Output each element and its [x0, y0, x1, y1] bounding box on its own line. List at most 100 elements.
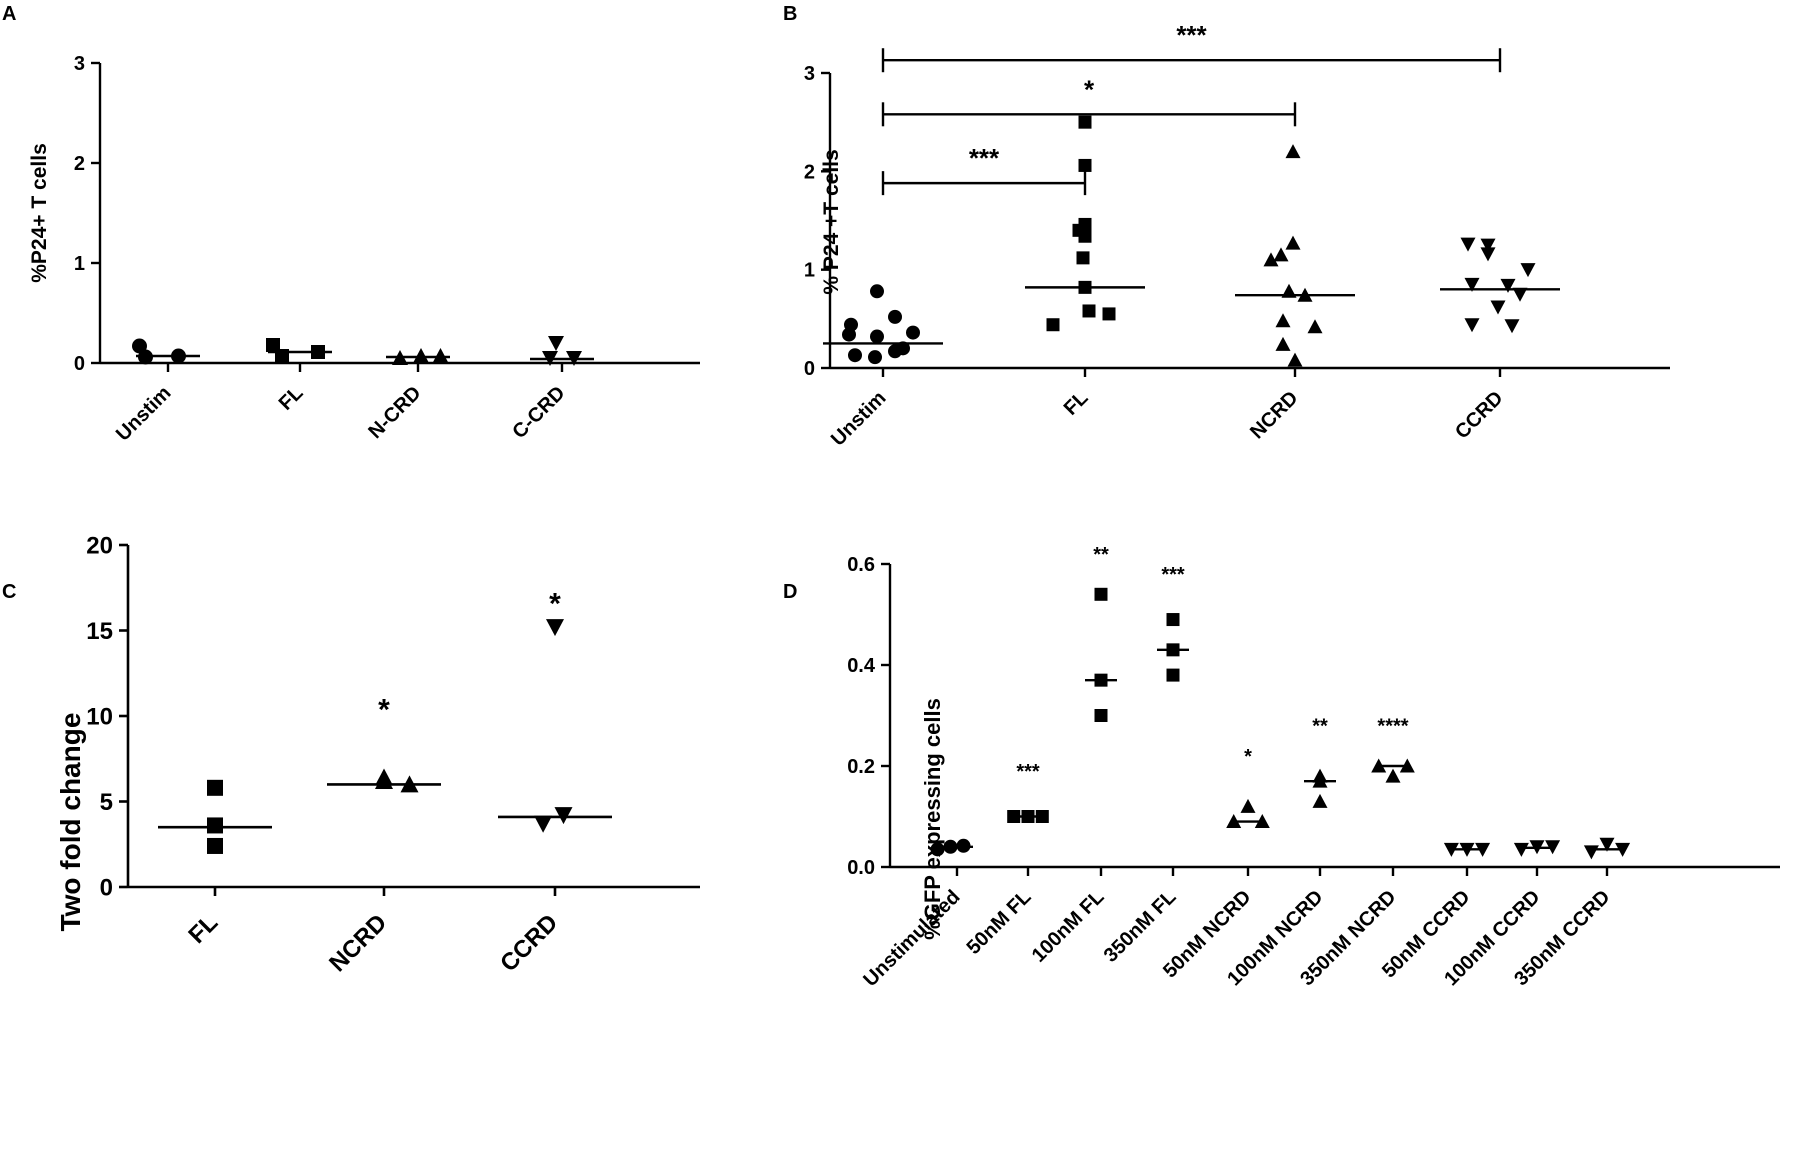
panel-a-x-tick-label: FL [275, 382, 308, 415]
panel-d-significance-stars: ** [1093, 544, 1109, 566]
panel-b-data-point [870, 329, 884, 344]
panel-b-data-point [1046, 318, 1060, 332]
panel-a-data-point [432, 348, 449, 363]
panel-b-data-point [1480, 247, 1496, 262]
panel-b-bracket-stars: *** [969, 143, 1000, 173]
panel-b-data-point [1076, 251, 1090, 265]
panel-d-x-tick-label: 50nM FL [963, 886, 1036, 959]
panel-d-data-point [1166, 668, 1180, 682]
panel-b-data-point [848, 348, 862, 363]
panel-a-y-tick-label: 1 [74, 253, 85, 275]
panel-d-y-tick-label: 0.6 [847, 554, 875, 576]
panel-b-data-point [1287, 352, 1303, 367]
panel-d-y-label: %GFP expressing cells [920, 698, 945, 940]
panel-b-data-point [1273, 247, 1289, 262]
panel-c-data-point [207, 837, 223, 854]
panel-b-data-point [1520, 263, 1536, 278]
panel-a-y-tick-label: 3 [74, 53, 85, 75]
panel-b-data-point [1464, 277, 1480, 292]
panel-b-data-point [1078, 158, 1092, 172]
panel-b-data-point [906, 325, 920, 340]
panel-a-data-point [548, 336, 564, 351]
panel-b-data-point [1285, 144, 1301, 159]
panel-c-data-point [534, 815, 553, 833]
panel-b-y-tick-label: 3 [804, 63, 815, 85]
panel-c-y-tick-label: 5 [100, 789, 113, 816]
panel-b-data-point [1078, 229, 1092, 243]
panel-d-data-point [1240, 798, 1256, 813]
panel-d-data-point [930, 842, 945, 857]
panel-b-data-point [888, 344, 902, 359]
panel-c-data-point [207, 817, 223, 834]
panel-c-y-tick-label: 20 [86, 532, 113, 559]
panel-a-x-tick-label: N-CRD [364, 382, 425, 443]
panel-c-significance-stars: * [549, 588, 561, 621]
panel-a-y-tick-label: 0 [74, 353, 85, 375]
panel-b-data-point [1102, 307, 1116, 321]
panel-c: C Two fold change 0 5 10 15 20 FL NCRD * CCRD * [2, 532, 700, 977]
panel-b-data-point [1504, 319, 1520, 334]
panel-b-y-tick-label: 0 [804, 358, 815, 380]
panel-a-y-tick-label: 2 [74, 153, 85, 175]
panel-b-data-point [1464, 318, 1480, 333]
panel-d-letter: D [783, 581, 797, 603]
panel-b-x-tick-label: FL [1060, 387, 1093, 420]
panel-d-significance-stars: *** [1016, 761, 1040, 783]
panel-b-data-point [1275, 336, 1291, 351]
panel-a-letter: A [2, 3, 16, 25]
panel-b-x-tick-label: NCRD [1246, 387, 1302, 443]
panel-b-x-tick-label: CCRD [1451, 387, 1507, 443]
panel-d-x-tick-label: Unstimulated [859, 886, 964, 991]
panel-b-data-point [1490, 300, 1506, 315]
panel-c-x-tick-label: CCRD [495, 909, 563, 977]
panel-b-data-point [1078, 115, 1092, 129]
panel-d-significance-stars: ** [1312, 716, 1328, 738]
panel-b-data-point [1082, 304, 1096, 318]
panel-b-data-point [1480, 238, 1496, 253]
panel-a-data-point [266, 338, 280, 352]
panel-d-data-point [1094, 587, 1108, 601]
panel-b-y-label: % P24 +T cells [820, 149, 843, 294]
panel-b-data-point [1460, 237, 1476, 252]
panel-d: D %GFP expressing cells 0.0 0.2 0.4 0.6 Unst… [783, 544, 1780, 991]
panel-d-y-tick-label: 0.2 [847, 756, 875, 778]
panel-b-data-point [1275, 313, 1291, 328]
panel-c-x-tick-label: FL [183, 909, 223, 949]
panel-d-data-point [1385, 768, 1401, 783]
panel-c-data-point [546, 619, 564, 637]
panel-d-y-tick-label: 0.4 [847, 655, 876, 677]
panel-b-data-point [870, 284, 884, 299]
panel-d-x-tick-label: 350nM FL [1100, 886, 1181, 967]
panel-b-x-tick-label: Unstim [827, 387, 890, 450]
panel-d-data-point [1583, 845, 1599, 860]
panel-b-data-point [1500, 278, 1516, 293]
panel-d-significance-stars: * [1244, 746, 1252, 768]
panel-c-significance-stars: * [378, 694, 390, 727]
panel-a-x-tick-label: Unstim [112, 382, 175, 445]
panel-c-data-point [375, 768, 393, 786]
panel-b-data-point [1307, 319, 1323, 334]
panel-b-y-tick-label: 2 [804, 161, 815, 183]
panel-b-bracket-stars: * [1084, 74, 1095, 104]
panel-b-letter: B [783, 3, 797, 25]
panel-b-data-point [888, 309, 902, 324]
panel-b-data-point [868, 350, 882, 365]
panel-b-y-tick-label: 1 [804, 260, 815, 282]
panel-b-data-point [1285, 235, 1301, 250]
panel-d-data-point [1166, 613, 1180, 627]
panel-c-y-tick-label: 15 [86, 618, 113, 645]
panel-a-x-tick-label: C-CRD [508, 382, 569, 443]
panel-a-y-label: %P24+ T cells [28, 143, 51, 283]
panel-d-data-point [1312, 793, 1328, 808]
panel-c-letter: C [2, 581, 16, 603]
panel-a-data-point [413, 348, 429, 363]
panel-c-y-label: Two fold change [55, 713, 86, 932]
panel-d-data-point [1513, 842, 1529, 857]
panel-b-bracket-stars: *** [1176, 20, 1207, 50]
panel-d-significance-stars: **** [1377, 716, 1408, 738]
panel-c-data-point [207, 779, 223, 796]
panel-b-data-point [842, 327, 856, 342]
panel-a: A %P24+ T cells 0 1 2 3 Unstim FL N-CRD C-CRD [2, 3, 700, 445]
